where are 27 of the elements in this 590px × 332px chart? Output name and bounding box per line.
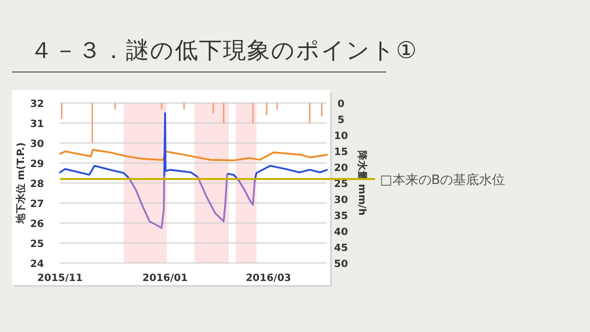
line-series (59, 148, 328, 162)
y-tick-label: 28 (30, 179, 44, 190)
chart-title: ４－３．謎の低下現象のポイント① (30, 38, 418, 64)
y-tick-label: 26 (30, 219, 44, 230)
y-tick-label: 29 (30, 159, 44, 170)
y2-tick-label: 25 (334, 179, 348, 190)
y2-tick-label: 20 (334, 163, 348, 174)
y-tick-label: 30 (30, 139, 44, 150)
y2-tick-label: 50 (334, 259, 348, 270)
ref-line-label: □本来のBの基底水位 (380, 173, 506, 188)
y2-tick-label: 15 (334, 147, 348, 158)
y-tick-label: 32 (30, 99, 44, 110)
y2-tick-label: 45 (334, 243, 348, 254)
y-tick-label: 27 (30, 199, 44, 210)
x-tick-label: 2016/01 (142, 273, 188, 284)
y-axis-title: 地下水位 m(T.P.) (15, 142, 27, 225)
x-tick-label: 2016/03 (246, 273, 292, 284)
y2-tick-label: 10 (334, 131, 348, 142)
x-tick-label: 2015/11 (37, 273, 83, 284)
y2-tick-label: 40 (334, 227, 348, 238)
y2-tick-label: 0 (338, 99, 345, 110)
y-tick-label: 25 (30, 239, 44, 250)
y2-tick-label: 30 (334, 195, 348, 206)
y2-tick-label: 5 (338, 115, 345, 126)
y-tick-label: 31 (30, 119, 44, 130)
y-tick-label: 24 (30, 259, 44, 270)
y2-tick-label: 35 (334, 211, 348, 222)
